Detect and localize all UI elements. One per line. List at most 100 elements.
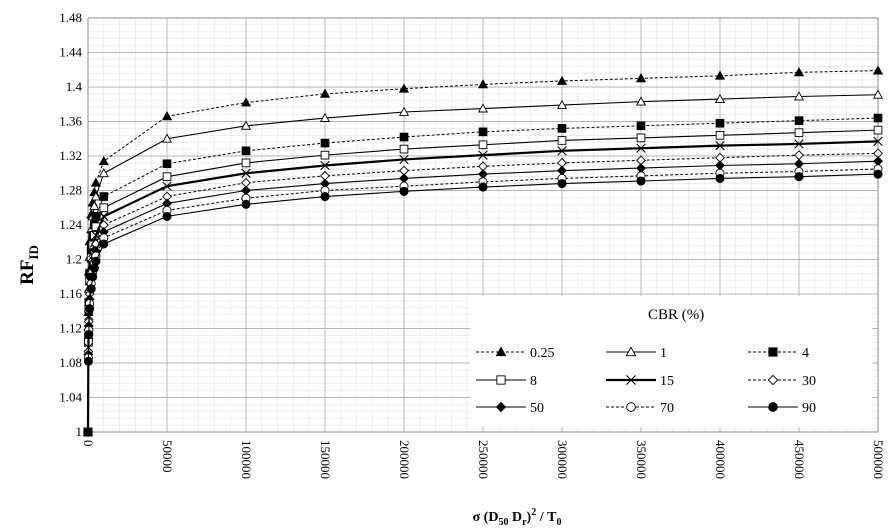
data-point-marker bbox=[99, 203, 109, 213]
x-tick-label: 200000 bbox=[397, 440, 412, 479]
data-point-marker bbox=[768, 347, 778, 357]
data-point-marker bbox=[873, 136, 883, 147]
data-point-marker bbox=[398, 83, 410, 93]
y-tick-label: 1.04 bbox=[59, 390, 82, 405]
x-tick-label: 300000 bbox=[555, 440, 570, 479]
data-point-marker bbox=[91, 230, 101, 241]
legend-label: 4 bbox=[802, 346, 809, 361]
data-point-marker bbox=[399, 144, 409, 154]
legend-label: 1 bbox=[660, 346, 667, 361]
data-point-marker bbox=[715, 140, 725, 151]
data-point-marker bbox=[399, 173, 409, 184]
data-point-marker bbox=[794, 128, 804, 138]
y-tick-label: 1.4 bbox=[66, 79, 83, 94]
data-point-marker bbox=[794, 116, 804, 125]
data-point-marker bbox=[241, 146, 251, 156]
data-point-marker bbox=[98, 168, 109, 178]
y-tick-label: 1 bbox=[76, 424, 83, 439]
y-tick-label: 1.32 bbox=[59, 148, 82, 163]
data-point-marker bbox=[557, 179, 567, 189]
series-group bbox=[82, 65, 884, 437]
data-point-marker bbox=[626, 402, 636, 412]
legend-item-1: 1 bbox=[606, 346, 667, 361]
x-tick-label: 100000 bbox=[239, 440, 254, 479]
data-point-marker bbox=[557, 136, 567, 145]
data-point-marker bbox=[557, 124, 567, 133]
legend-label: 0.25 bbox=[530, 346, 555, 361]
x-tick-label: 0 bbox=[81, 440, 96, 447]
y-axis-label: RFID bbox=[17, 245, 41, 285]
x-tick-label: 500000 bbox=[871, 440, 886, 479]
data-point-marker bbox=[478, 182, 488, 192]
x-axis-label: σ (D50 Dr)2 / T0 bbox=[473, 507, 562, 528]
legend-label: 50 bbox=[530, 401, 544, 416]
x-tick-label: 250000 bbox=[476, 440, 491, 479]
data-point-marker bbox=[99, 192, 109, 201]
data-point-marker bbox=[477, 103, 489, 113]
data-point-marker bbox=[794, 150, 804, 161]
legend-item-0.25: 0.25 bbox=[476, 346, 555, 361]
data-point-marker bbox=[99, 211, 109, 222]
data-point-marker bbox=[320, 192, 330, 202]
data-point-marker bbox=[478, 140, 488, 150]
legend-item-30: 30 bbox=[748, 374, 816, 389]
x-tick-label: 50000 bbox=[160, 440, 175, 473]
data-point-marker bbox=[636, 143, 646, 153]
data-point-marker bbox=[320, 160, 330, 171]
data-point-marker bbox=[478, 169, 488, 180]
data-point-marker bbox=[161, 133, 173, 143]
data-point-marker bbox=[873, 125, 883, 135]
data-point-marker bbox=[240, 120, 252, 130]
legend: CBR (%) 0.25 1 4 8 15 30 50 70 90 bbox=[470, 296, 872, 427]
legend-title: CBR (%) bbox=[648, 307, 704, 323]
legend-label: 70 bbox=[660, 401, 674, 416]
data-point-marker bbox=[556, 75, 568, 85]
data-point-marker bbox=[399, 132, 409, 142]
data-point-marker bbox=[495, 346, 507, 357]
data-point-marker bbox=[794, 158, 804, 169]
data-point-marker bbox=[715, 118, 725, 128]
data-point-marker bbox=[99, 239, 109, 249]
y-tick-label: 1.44 bbox=[59, 45, 82, 60]
data-point-marker bbox=[715, 130, 725, 140]
data-point-marker bbox=[83, 427, 93, 437]
data-point-marker bbox=[398, 106, 410, 116]
data-point-marker bbox=[161, 111, 173, 121]
axes: 1 1.04 1.08 1.12 1.16 1.2 1.24 1.28 1.32 1.36 1.4 1… bbox=[59, 10, 886, 479]
data-point-marker bbox=[162, 159, 172, 169]
data-point-marker bbox=[794, 139, 804, 149]
y-tick-label: 1.48 bbox=[59, 10, 82, 25]
data-point-marker bbox=[873, 156, 883, 167]
data-point-marker bbox=[714, 93, 726, 103]
data-point-marker bbox=[241, 158, 251, 168]
x-tick-label: 150000 bbox=[318, 440, 333, 479]
data-point-marker bbox=[162, 211, 172, 221]
data-point-marker bbox=[320, 150, 330, 160]
data-point-marker bbox=[496, 375, 506, 385]
legend-label: 8 bbox=[530, 374, 537, 389]
y-tick-label: 1.2 bbox=[66, 252, 82, 267]
y-tick-label: 1.16 bbox=[59, 286, 82, 301]
data-point-marker bbox=[98, 155, 109, 166]
data-point-marker bbox=[793, 91, 805, 101]
data-point-marker bbox=[477, 79, 489, 89]
data-point-marker bbox=[83, 356, 93, 366]
data-point-marker bbox=[478, 127, 488, 137]
data-point-marker bbox=[714, 70, 726, 80]
data-point-marker bbox=[399, 186, 409, 196]
data-point-marker bbox=[625, 346, 637, 357]
data-point-marker bbox=[478, 150, 488, 160]
data-point-marker bbox=[240, 97, 252, 107]
data-point-marker bbox=[86, 284, 96, 294]
data-point-marker bbox=[636, 121, 646, 131]
data-point-marker bbox=[636, 133, 646, 143]
x-tick-label: 450000 bbox=[792, 440, 807, 479]
y-tick-label: 1.36 bbox=[59, 114, 82, 129]
data-point-marker bbox=[635, 73, 647, 83]
legend-background bbox=[470, 296, 872, 427]
data-point-marker bbox=[767, 374, 779, 386]
y-tick-label: 1.12 bbox=[59, 321, 82, 336]
legend-item-70: 70 bbox=[606, 401, 674, 416]
data-point-marker bbox=[319, 88, 331, 98]
data-point-marker bbox=[636, 176, 646, 186]
